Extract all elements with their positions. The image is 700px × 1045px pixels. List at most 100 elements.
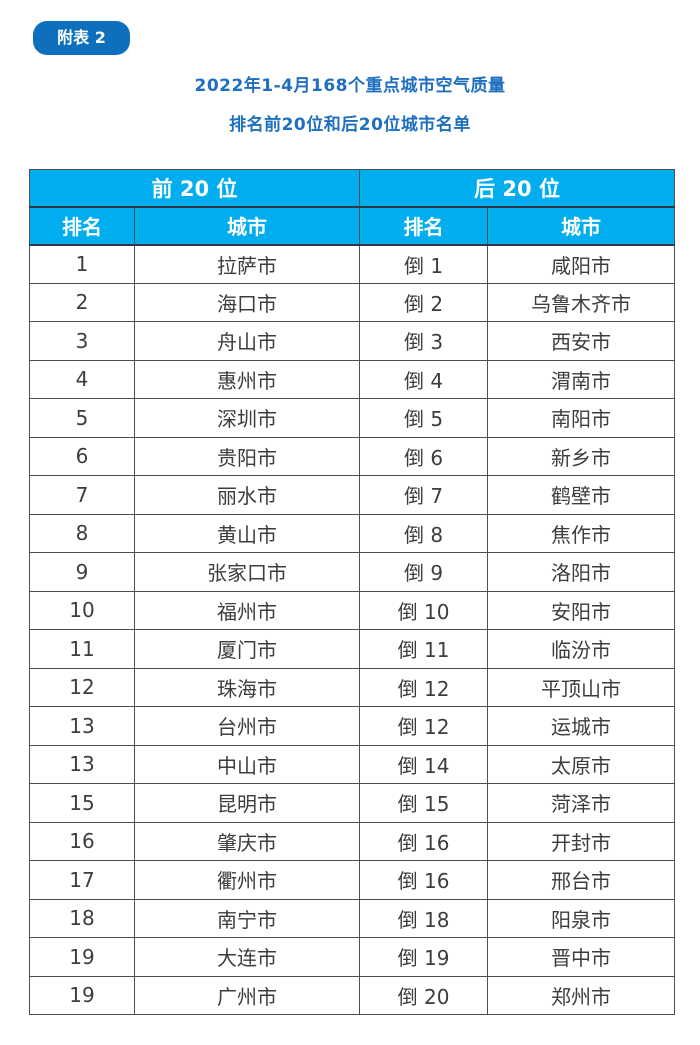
front-rank-cell: 12 xyxy=(29,667,135,707)
front-city-cell: 张家口市 xyxy=(133,552,361,592)
front-city-cell: 惠州市 xyxy=(133,359,361,399)
group-header-top20: 前 20 位 xyxy=(28,169,361,208)
front-city-cell: 昆明市 xyxy=(133,783,361,823)
table-row: 7 丽水市倒 7 鹤壁市 xyxy=(29,475,676,515)
front-rank-cell: 13 xyxy=(29,744,135,784)
front-city-cell: 台州市 xyxy=(133,706,361,746)
back-rank-cell: 倒 16 xyxy=(359,860,489,900)
back-rank-cell: 倒 18 xyxy=(359,898,489,938)
front-city-cell: 珠海市 xyxy=(133,667,361,707)
back-rank-cell: 倒 4 xyxy=(359,359,489,399)
table-header: 前 20 位 后 20 位 排名 城市 排名 城市 xyxy=(28,169,676,246)
front-city-cell: 大连市 xyxy=(133,937,361,977)
front-city-cell: 衢州市 xyxy=(133,860,361,900)
back-city-cell: 临汾市 xyxy=(487,629,676,669)
back-rank-cell: 倒 1 xyxy=(359,244,489,284)
back-rank-cell: 倒 12 xyxy=(359,667,489,707)
back-rank-cell: 倒 14 xyxy=(359,744,489,784)
group-header-bottom20: 后 20 位 xyxy=(359,169,676,208)
table-row: 4 惠州市倒 4 渭南市 xyxy=(29,359,676,399)
back-city-cell: 邢台市 xyxy=(487,860,676,900)
table-row: 13 中山市倒 14 太原市 xyxy=(29,744,676,784)
table-row: 18 南宁市倒 18 阳泉市 xyxy=(29,898,676,938)
front-city-cell: 肇庆市 xyxy=(133,821,361,861)
back-rank-cell: 倒 8 xyxy=(359,513,489,553)
front-rank-cell: 13 xyxy=(29,706,135,746)
front-rank-cell: 10 xyxy=(29,590,135,630)
back-rank-cell: 倒 15 xyxy=(359,783,489,823)
back-rank-cell: 倒 3 xyxy=(359,321,489,361)
table-row: 5 深圳市倒 5 南阳市 xyxy=(29,398,676,438)
front-city-cell: 黄山市 xyxy=(133,513,361,553)
front-rank-cell: 19 xyxy=(29,975,135,1015)
front-rank-cell: 15 xyxy=(29,783,135,823)
front-city-cell: 南宁市 xyxy=(133,898,361,938)
table-row: 16 肇庆市倒 16 开封市 xyxy=(29,821,676,861)
front-city-cell: 舟山市 xyxy=(133,321,361,361)
back-city-cell: 运城市 xyxy=(487,706,676,746)
ranking-table: 前 20 位 后 20 位 排名 城市 排名 城市 1 拉萨市倒 1 咸阳市 2 海口市… xyxy=(28,169,676,1015)
table-row: 2 海口市倒 2 乌鲁木齐市 xyxy=(29,282,676,322)
back-city-cell: 新乡市 xyxy=(487,436,676,476)
column-header-front-city: 城市 xyxy=(133,206,361,246)
back-rank-cell: 倒 19 xyxy=(359,937,489,977)
front-rank-cell: 8 xyxy=(29,513,135,553)
back-city-cell: 平顶山市 xyxy=(487,667,676,707)
front-rank-cell: 1 xyxy=(29,244,135,284)
front-city-cell: 海口市 xyxy=(133,282,361,322)
page-title: 2022年1-4月168个重点城市空气质量 排名前20位和后20位城市名单 xyxy=(0,67,700,145)
back-city-cell: 晋中市 xyxy=(487,937,676,977)
front-city-cell: 厦门市 xyxy=(133,629,361,669)
back-rank-cell: 倒 10 xyxy=(359,590,489,630)
back-city-cell: 郑州市 xyxy=(487,975,676,1015)
back-rank-cell: 倒 7 xyxy=(359,475,489,515)
front-city-cell: 福州市 xyxy=(133,590,361,630)
table-row: 17 衢州市倒 16 邢台市 xyxy=(29,860,676,900)
table-row: 9 张家口市倒 9 洛阳市 xyxy=(29,552,676,592)
back-city-cell: 安阳市 xyxy=(487,590,676,630)
front-city-cell: 深圳市 xyxy=(133,398,361,438)
appendix-badge: 附表 2 xyxy=(33,21,130,55)
back-city-cell: 阳泉市 xyxy=(487,898,676,938)
column-header-row: 排名 城市 排名 城市 xyxy=(29,206,676,246)
front-rank-cell: 3 xyxy=(29,321,135,361)
table-row: 19 广州市倒 20 郑州市 xyxy=(29,975,676,1015)
back-city-cell: 菏泽市 xyxy=(487,783,676,823)
back-city-cell: 开封市 xyxy=(487,821,676,861)
front-rank-cell: 5 xyxy=(29,398,135,438)
front-city-cell: 广州市 xyxy=(133,975,361,1015)
table-row: 10 福州市倒 10 安阳市 xyxy=(29,590,676,630)
front-rank-cell: 6 xyxy=(29,436,135,476)
table-row: 1 拉萨市倒 1 咸阳市 xyxy=(29,244,676,284)
front-city-cell: 贵阳市 xyxy=(133,436,361,476)
ranking-table-container: 前 20 位 后 20 位 排名 城市 排名 城市 1 拉萨市倒 1 咸阳市 2 海口市… xyxy=(28,169,676,1015)
table-row: 11 厦门市倒 11 临汾市 xyxy=(29,629,676,669)
table-row: 13 台州市倒 12 运城市 xyxy=(29,706,676,746)
front-rank-cell: 16 xyxy=(29,821,135,861)
column-header-back-rank: 排名 xyxy=(359,206,489,246)
back-city-cell: 鹤壁市 xyxy=(487,475,676,515)
table-row: 6 贵阳市倒 6 新乡市 xyxy=(29,436,676,476)
back-rank-cell: 倒 12 xyxy=(359,706,489,746)
column-header-back-city: 城市 xyxy=(487,206,676,246)
front-rank-cell: 4 xyxy=(29,359,135,399)
title-line-2: 排名前20位和后20位城市名单 xyxy=(229,115,471,135)
front-rank-cell: 9 xyxy=(29,552,135,592)
table-row: 12 珠海市倒 12 平顶山市 xyxy=(29,667,676,707)
back-rank-cell: 倒 20 xyxy=(359,975,489,1015)
table-row: 3 舟山市倒 3 西安市 xyxy=(29,321,676,361)
back-city-cell: 西安市 xyxy=(487,321,676,361)
back-city-cell: 渭南市 xyxy=(487,359,676,399)
back-city-cell: 乌鲁木齐市 xyxy=(487,282,676,322)
table-row: 19 大连市倒 19 晋中市 xyxy=(29,937,676,977)
back-rank-cell: 倒 6 xyxy=(359,436,489,476)
front-city-cell: 中山市 xyxy=(133,744,361,784)
front-city-cell: 丽水市 xyxy=(133,475,361,515)
back-rank-cell: 倒 2 xyxy=(359,282,489,322)
front-rank-cell: 18 xyxy=(29,898,135,938)
front-rank-cell: 2 xyxy=(29,282,135,322)
front-rank-cell: 19 xyxy=(29,937,135,977)
back-city-cell: 焦作市 xyxy=(487,513,676,553)
